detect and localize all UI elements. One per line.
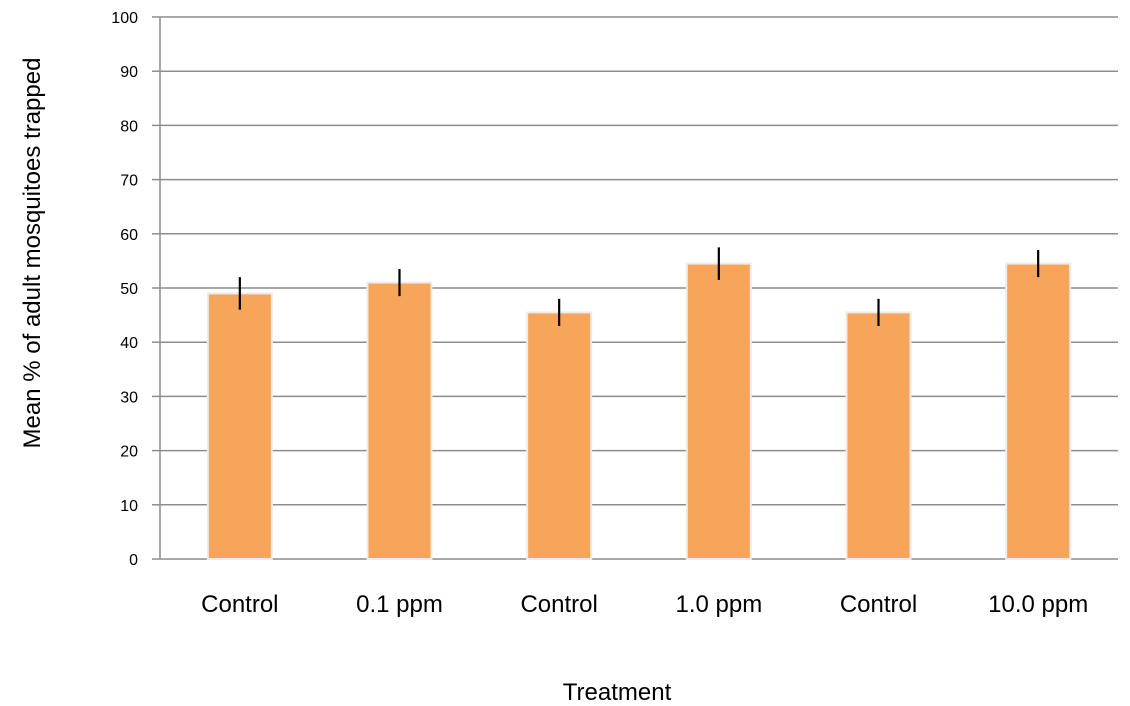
y-tick-label: 50 — [120, 281, 138, 298]
bar — [526, 311, 593, 561]
axes — [152, 16, 1118, 560]
x-tick-label: Control — [520, 591, 597, 618]
x-tick-label: 0.1 ppm — [356, 591, 443, 618]
y-tick-label: 100 — [111, 10, 138, 27]
x-tick-label: Control — [201, 591, 278, 618]
bars — [206, 262, 1072, 561]
y-tick-label: 0 — [129, 552, 138, 569]
x-tick-labels: Control 0.1 ppm Control 1.0 ppm Control 10.0 … — [201, 591, 1088, 618]
error-bars — [238, 247, 1040, 326]
x-tick-label: 10.0 ppm — [988, 591, 1088, 618]
gridlines — [160, 16, 1118, 506]
x-tick-label: 1.0 ppm — [675, 591, 762, 618]
bar — [206, 292, 273, 560]
bar — [1005, 262, 1072, 560]
y-axis-title: Mean % of adult mosquitoes trapped — [19, 58, 46, 449]
bar — [685, 262, 752, 560]
bar — [845, 311, 912, 561]
y-tick-label: 70 — [120, 173, 138, 190]
y-tick-label: 30 — [120, 389, 138, 406]
y-tick-label: 40 — [120, 335, 138, 352]
y-tick-label: 10 — [120, 498, 138, 515]
x-axis-title: Treatment — [563, 679, 672, 706]
y-tick-label: 90 — [120, 64, 138, 81]
y-tick-label: 60 — [120, 227, 138, 244]
y-tick-label: 80 — [120, 118, 138, 135]
y-tick-labels: 0 10 20 30 40 50 60 70 80 90 100 — [111, 10, 138, 569]
x-tick-label: Control — [840, 591, 917, 618]
y-tick-label: 20 — [120, 444, 138, 461]
bar — [366, 281, 433, 560]
